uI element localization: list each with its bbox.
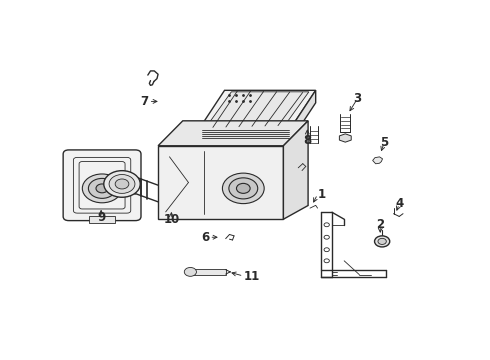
Circle shape: [324, 223, 329, 227]
Circle shape: [229, 178, 258, 199]
Text: 5: 5: [380, 136, 388, 149]
Polygon shape: [89, 216, 115, 223]
Text: 6: 6: [201, 231, 209, 244]
Text: 10: 10: [163, 213, 179, 226]
Text: 1: 1: [318, 188, 326, 201]
Polygon shape: [207, 92, 309, 126]
Circle shape: [324, 248, 329, 252]
Circle shape: [82, 174, 122, 203]
Circle shape: [88, 179, 116, 198]
Polygon shape: [158, 146, 283, 219]
Circle shape: [324, 259, 329, 263]
Text: 7: 7: [141, 95, 148, 108]
Polygon shape: [291, 90, 316, 140]
Circle shape: [109, 175, 135, 193]
Polygon shape: [158, 121, 308, 146]
Bar: [190, 269, 226, 275]
Circle shape: [237, 183, 250, 193]
Circle shape: [96, 184, 108, 193]
Circle shape: [104, 171, 140, 197]
Circle shape: [374, 236, 390, 247]
Text: 3: 3: [353, 92, 362, 105]
Polygon shape: [126, 173, 131, 192]
Polygon shape: [200, 90, 316, 128]
Circle shape: [184, 267, 196, 276]
FancyBboxPatch shape: [63, 150, 141, 221]
Circle shape: [115, 179, 129, 189]
Circle shape: [324, 235, 329, 239]
Text: 4: 4: [395, 198, 403, 211]
Circle shape: [222, 173, 264, 204]
Polygon shape: [372, 157, 383, 164]
Text: 2: 2: [376, 218, 384, 231]
Polygon shape: [340, 134, 351, 142]
Circle shape: [378, 238, 386, 244]
Text: 11: 11: [244, 270, 260, 283]
Polygon shape: [200, 128, 291, 140]
Text: 9: 9: [97, 211, 105, 224]
Polygon shape: [283, 121, 308, 219]
Text: 8: 8: [303, 134, 312, 147]
